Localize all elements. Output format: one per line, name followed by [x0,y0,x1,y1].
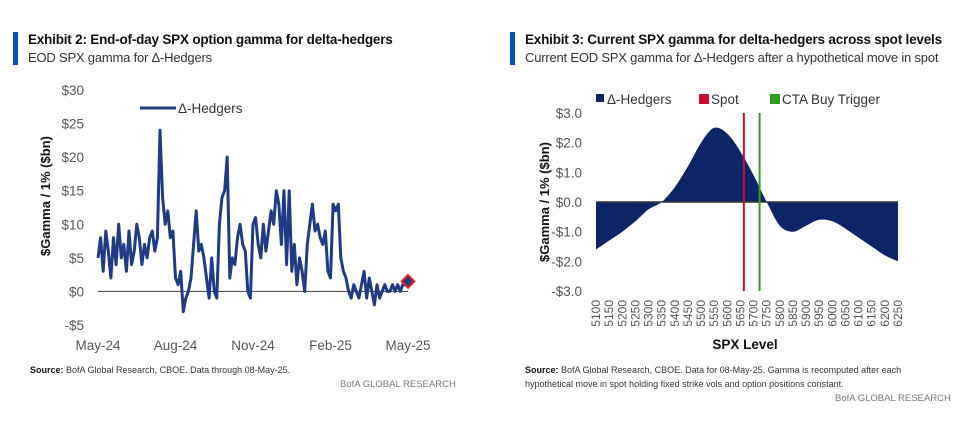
y-tick-label: $1.0 [556,165,582,180]
exhibit-2-panel: Exhibit 2: End-of-day SPX option gamma f… [0,0,480,439]
y-tick-label: $0 [69,284,84,299]
y-tick-label: $20 [61,150,84,165]
y-tick-label: -$3.0 [551,284,582,299]
legend-label-delta-hedgers: Δ-Hedgers [607,92,672,107]
legend: Δ-Hedgers [140,101,243,116]
x-tick-label: 5750 [760,300,774,327]
x-tick-label: 5150 [602,300,616,327]
y-tick-label: $2.0 [556,136,582,151]
x-tick-label: 5900 [799,300,813,327]
x-tick-label: 6100 [852,300,866,327]
x-tick-label: 5200 [615,300,629,327]
x-tick-label: 5300 [642,300,656,327]
x-tick-label: May-25 [385,338,430,353]
exhibit-3-title: Exhibit 3: Current SPX gamma for delta-h… [525,32,942,47]
x-tick-label: 5550 [707,300,721,327]
legend-label-spot: Spot [711,92,739,107]
x-tick-label: 5700 [747,300,761,327]
last-point-marker [400,273,416,290]
title-accent-bar [510,32,515,65]
exhibit-3-source: Source: BofA Global Research, CBOE. Data… [525,363,901,391]
x-tick-label: 5100 [589,300,603,327]
x-tick-label: 5950 [812,300,826,327]
y-axis-label: $Gamma / 1% ($bn) [537,142,552,262]
x-tick-label: 6000 [825,300,839,327]
exhibit-2-subtitle: EOD SPX gamma for Δ-Hedgers [28,50,212,65]
exhibit-3-brand: BofA GLOBAL RESEARCH [835,393,951,404]
x-tick-label: 5400 [668,300,682,327]
exhibit-2-chart: -$5 $0 $5 $10 $15 $20 $25 $30 May-24 Aug-24 Nov-2… [38,83,431,353]
legend: Δ-Hedgers Spot CTA Buy Trigger [596,92,881,107]
exhibit-3-chart: Δ-Hedgers Spot CTA Buy Trigger -$3.0 -$2.… [537,92,905,352]
source-text: BofA Global Research, CBOE. Data through… [63,365,291,375]
y-tick-label: -$5 [64,318,84,333]
y-tick-label: -$2.0 [551,254,582,269]
x-axis-label: SPX Level [712,337,777,352]
source-label: Source: [525,365,559,375]
exhibit-3-panel: Exhibit 3: Current SPX gamma for delta-h… [480,0,967,439]
x-tick-label: 5600 [720,300,734,327]
x-tick-label: 5800 [773,300,787,327]
y-tick-label: $3.0 [556,106,582,121]
y-tick-label: $15 [61,184,84,199]
y-tick-label: -$1.0 [551,225,582,240]
x-tick-label: 5850 [786,300,800,327]
x-tick-label: 6050 [838,300,852,327]
x-tick-label: May-24 [75,338,121,353]
series-line-delta-hedgers [96,128,410,314]
exhibit-2-source: Source: BofA Global Research, CBOE. Data… [30,363,290,377]
y-tick-label: $30 [61,83,84,98]
x-tick-label: 5350 [655,300,669,327]
x-tick-label: Aug-24 [154,338,198,353]
legend-swatch-delta-hedgers [596,94,604,102]
exhibit-2-brand: BofA GLOBAL RESEARCH [340,379,456,390]
exhibit-2-title: Exhibit 2: End-of-day SPX option gamma f… [28,32,393,47]
series-area-delta-hedgers [596,127,898,262]
source-text-line-2: hypothetical move in spot holding fixed … [525,379,844,389]
x-tick-label: 5450 [681,300,695,327]
x-tick-label: 5500 [694,300,708,327]
y-tick-label: $10 [61,217,84,232]
source-label: Source: [30,365,64,375]
y-tick-label: $25 [61,117,84,132]
exhibit-3-subtitle: Current EOD SPX gamma for Δ-Hedgers afte… [525,50,939,65]
legend-swatch-cta-buy-trigger [770,94,780,104]
x-tick-label: 6250 [891,300,905,327]
x-tick-label: Nov-24 [231,338,275,353]
x-tick-label: 5250 [628,300,642,327]
x-tick-label: 5650 [733,300,747,327]
legend-label-cta-buy-trigger: CTA Buy Trigger [782,92,881,107]
title-accent-bar [13,32,18,65]
x-tick-label: 6200 [878,300,892,327]
y-tick-label: $0.0 [556,195,582,210]
y-tick-label: $5 [69,251,84,266]
legend-swatch-spot [699,94,709,104]
x-tick-label: 6150 [865,300,879,327]
y-axis-label: $Gamma / 1% ($bn) [38,136,53,256]
legend-label-delta-hedgers: Δ-Hedgers [178,101,243,116]
source-text-line-1: BofA Global Research, CBOE. Data for 08-… [558,365,902,375]
x-tick-label: Feb-25 [309,338,352,353]
